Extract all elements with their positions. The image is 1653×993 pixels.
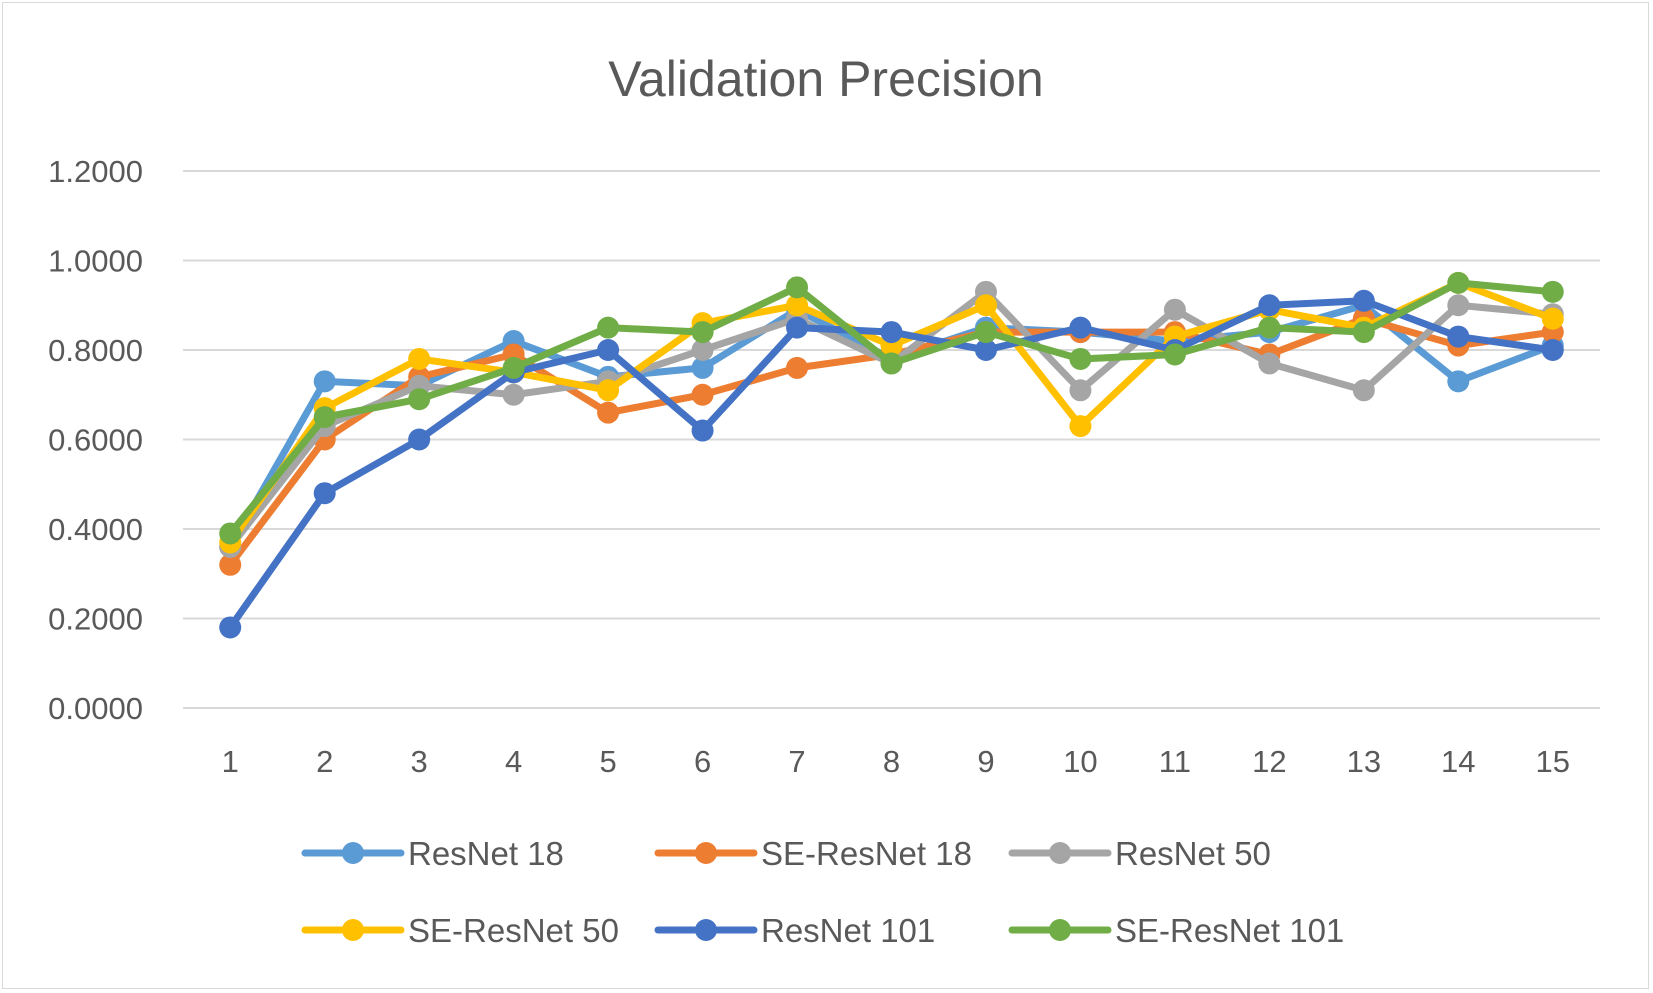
legend-label: SE-ResNet 101 — [1115, 912, 1344, 949]
data-point — [597, 339, 620, 361]
y-tick-label: 0.4000 — [48, 512, 143, 547]
y-tick-label: 0.8000 — [48, 333, 143, 368]
x-tick-label: 3 — [411, 744, 428, 779]
data-point — [691, 383, 714, 406]
data-point — [691, 339, 714, 361]
legend-item: SE-ResNet 101 — [1008, 912, 1344, 949]
y-tick-label: 0.0000 — [48, 691, 143, 726]
gridlines — [183, 170, 1600, 709]
legend-marker — [695, 842, 717, 864]
data-point — [597, 379, 620, 402]
data-point — [691, 356, 714, 379]
data-point — [786, 356, 809, 379]
data-point — [1258, 294, 1281, 317]
x-tick-label: 4 — [505, 744, 522, 779]
data-point — [1163, 343, 1186, 366]
legend-item: SE-ResNet 18 — [654, 835, 972, 872]
legend-marker — [695, 919, 717, 941]
legend-marker — [1049, 919, 1071, 941]
data-point — [313, 370, 336, 393]
legend-label: ResNet 101 — [761, 912, 935, 949]
x-tick-label: 15 — [1536, 744, 1570, 779]
x-tick-label: 6 — [694, 744, 711, 779]
data-point — [408, 428, 431, 451]
data-point — [786, 294, 809, 317]
legend-marker — [342, 842, 364, 864]
data-point — [880, 321, 903, 344]
x-tick-label: 11 — [1159, 744, 1191, 779]
data-point — [1258, 352, 1281, 375]
data-point — [1069, 379, 1092, 402]
data-point — [219, 553, 242, 576]
data-point — [1447, 271, 1470, 294]
data-point — [597, 316, 620, 339]
x-tick-label: 7 — [788, 744, 805, 779]
x-tick-label: 8 — [883, 744, 900, 779]
y-tick-label: 1.2000 — [48, 154, 143, 189]
data-point — [502, 356, 525, 379]
y-tick-label: 0.6000 — [48, 423, 143, 458]
legend-label: SE-ResNet 18 — [761, 835, 972, 872]
data-point — [1069, 415, 1092, 438]
legend-item: SE-ResNet 50 — [301, 912, 619, 949]
data-point — [313, 406, 336, 429]
series-lines — [219, 271, 1564, 639]
data-point — [408, 347, 431, 370]
data-point — [1352, 321, 1375, 344]
data-point — [974, 321, 997, 344]
x-tick-label: 12 — [1252, 744, 1286, 779]
legend-item: ResNet 18 — [301, 835, 564, 872]
data-point — [219, 522, 242, 545]
legend-label: SE-ResNet 50 — [408, 912, 619, 949]
data-point — [1352, 379, 1375, 402]
data-point — [786, 276, 809, 299]
x-axis-ticks: 1 2 3 4 5 6 7 8 9 10 11 12 13 14 15 — [222, 744, 1570, 779]
x-tick-label: 9 — [977, 744, 994, 779]
y-tick-label: 0.2000 — [48, 602, 143, 637]
legend-marker — [1049, 842, 1071, 864]
y-axis-ticks: 0.0000 0.2000 0.4000 0.6000 0.8000 1.0000 1.20… — [48, 154, 143, 726]
legend-label: ResNet 18 — [408, 835, 564, 872]
data-point — [786, 316, 809, 339]
legend: ResNet 18 SE-ResNet 18 ResNet 50 SE-ResNet … — [301, 835, 1344, 949]
data-point — [219, 616, 242, 639]
data-point — [1447, 370, 1470, 393]
data-point — [1541, 280, 1564, 303]
x-tick-label: 10 — [1063, 744, 1097, 779]
data-point — [313, 482, 336, 505]
legend-marker — [342, 919, 364, 941]
series-resnet-101 — [219, 289, 1564, 639]
data-point — [597, 401, 620, 424]
legend-item: ResNet 50 — [1008, 835, 1271, 872]
legend-label: ResNet 50 — [1115, 835, 1271, 872]
series-se-resnet-101 — [219, 271, 1564, 545]
x-tick-label: 13 — [1347, 744, 1381, 779]
x-tick-label: 14 — [1441, 744, 1475, 779]
data-point — [1447, 325, 1470, 348]
data-point — [1163, 298, 1186, 321]
data-point — [1541, 307, 1564, 330]
x-tick-label: 1 — [222, 744, 239, 779]
y-tick-label: 1.0000 — [48, 244, 143, 279]
data-point — [502, 383, 525, 406]
legend-item: ResNet 101 — [654, 912, 935, 949]
data-point — [1069, 347, 1092, 370]
data-point — [408, 388, 431, 411]
data-point — [1447, 294, 1470, 317]
data-point — [1069, 316, 1092, 339]
data-point — [691, 321, 714, 344]
data-point — [1258, 316, 1281, 339]
data-point — [974, 294, 997, 317]
data-point — [880, 352, 903, 375]
x-tick-label: 5 — [599, 744, 616, 779]
data-point — [1541, 339, 1564, 361]
data-point — [1352, 289, 1375, 312]
data-point — [691, 419, 714, 442]
x-tick-label: 2 — [316, 744, 333, 779]
data-point — [974, 339, 997, 361]
chart-title: Validation Precision — [608, 51, 1043, 107]
